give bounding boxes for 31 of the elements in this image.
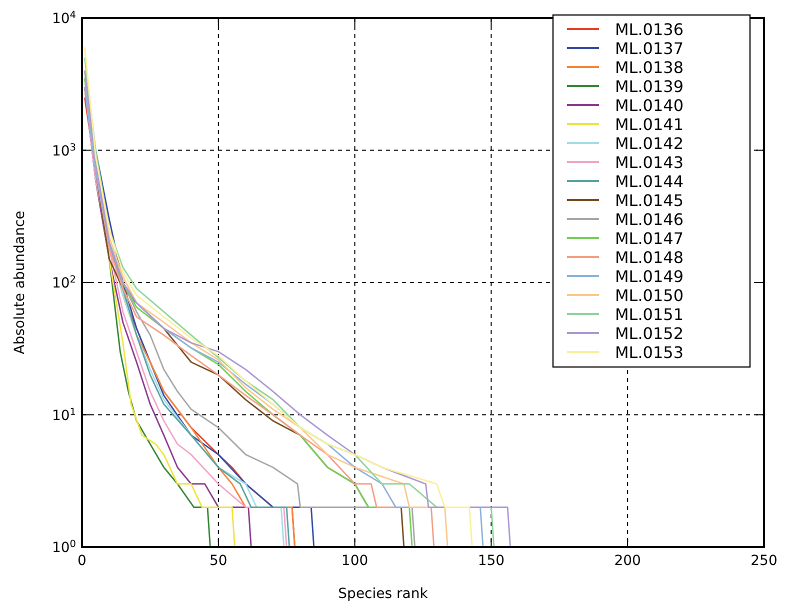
- x-tick-label: 200: [614, 553, 641, 569]
- y-tick-label: 10$^{0}$: [52, 538, 76, 556]
- legend-label: ML.0152: [615, 324, 684, 343]
- legend-label: ML.0136: [615, 20, 684, 39]
- legend-label: ML.0150: [615, 286, 684, 305]
- legend-label: ML.0143: [615, 153, 684, 172]
- legend-label: ML.0139: [615, 77, 684, 96]
- legend-label: ML.0149: [615, 267, 684, 286]
- x-tick-label: 250: [750, 553, 778, 569]
- legend-label: ML.0144: [615, 172, 684, 191]
- x-axis-title: Species rank: [338, 586, 429, 602]
- legend-label: ML.0137: [615, 39, 684, 58]
- legend-label: ML.0146: [615, 210, 684, 229]
- y-axis-title: Absolute abundance: [12, 210, 28, 354]
- legend-label: ML.0145: [615, 191, 684, 210]
- y-tick-label: 10$^{4}$: [52, 10, 76, 27]
- legend-label: ML.0153: [615, 343, 684, 362]
- legend-label: ML.0138: [615, 58, 684, 77]
- legend-label: ML.0141: [615, 115, 684, 134]
- x-tick-label: 150: [478, 553, 505, 569]
- legend-label: ML.0148: [615, 248, 684, 267]
- legend-label: ML.0151: [615, 305, 684, 324]
- y-tick-label: 10$^{3}$: [52, 142, 76, 160]
- legend-label: ML.0142: [615, 134, 684, 153]
- x-tick-label: 100: [341, 553, 368, 569]
- y-tick-label: 10$^{2}$: [52, 274, 76, 292]
- legend-label: ML.0140: [615, 96, 684, 115]
- y-tick-label: 10$^{1}$: [52, 406, 76, 424]
- x-tick-label: 50: [209, 553, 228, 569]
- x-tick-label: 0: [78, 553, 86, 569]
- legend-label: ML.0147: [615, 229, 684, 248]
